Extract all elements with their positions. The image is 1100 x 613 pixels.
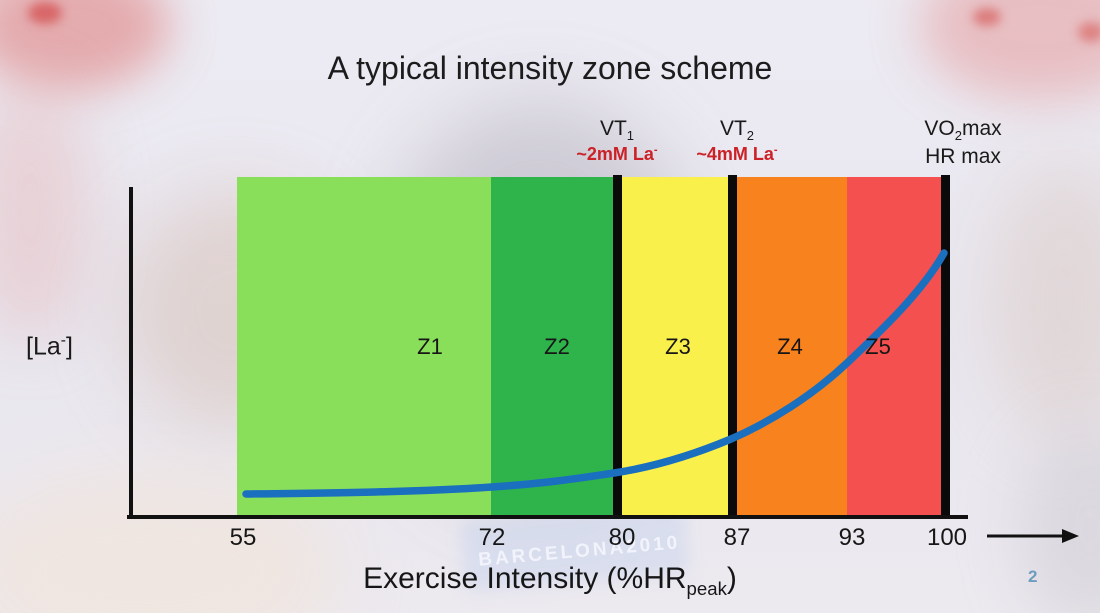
x-tick-55: 55 [229,524,257,551]
x-axis-arrow-icon [987,529,1079,543]
x-axis-line [127,515,968,519]
x-tick-72: 72 [478,524,506,551]
page-number: 2 [1028,567,1038,586]
x-tick-80: 80 [608,524,636,551]
zone-label-z1: Z1 [417,334,443,359]
vo2max-annotation: VO2max HR max [893,116,1033,169]
zone-label-z4: Z4 [777,334,803,359]
zone-label-z2: Z2 [544,334,570,359]
vt2-threshold-line [728,175,737,519]
vt1-annotation: VT1 ~2mM La- [547,116,687,165]
x-tick-87: 87 [723,524,751,551]
vt1-label: VT1 [599,117,635,144]
vt1-lactate-value: ~2mM La- [576,143,658,164]
vo2max-threshold-line [941,175,950,519]
decorative-blob [990,160,1100,440]
vt2-annotation: VT2 ~4mM La- [667,116,807,165]
zone-label-z3: Z3 [665,334,691,359]
hrmax-label: HR max [925,144,1001,168]
decorative-blob [973,8,1001,26]
zone-label-z5: Z5 [865,334,891,359]
vt1-threshold-line [613,175,622,519]
vt2-label: VT2 [719,117,755,144]
decorative-blob [1078,22,1100,42]
vt2-lactate-value: ~4mM La- [696,143,778,164]
y-axis-label: [La-] [26,332,73,361]
x-tick-93: 93 [838,524,866,551]
page-title: A typical intensity zone scheme [327,50,773,86]
vo2max-label: VO2max [924,117,1002,144]
decorative-blob [28,2,62,24]
x-tick-100: 100 [926,524,968,551]
x-axis-title: Exercise Intensity (%HRpeak) [363,562,737,599]
y-axis-line [129,187,133,519]
